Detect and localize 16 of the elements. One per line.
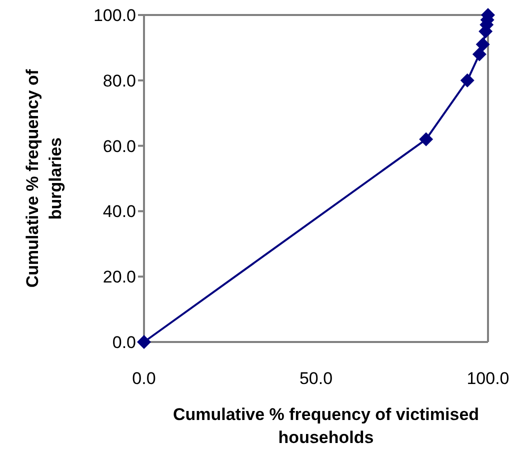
point (472, 47, 486, 62)
point (419, 132, 434, 146)
y-tick-label: 60.0 (102, 136, 136, 156)
y-axis-title: Cumulative % frequency of burglaries (23, 69, 65, 288)
y-tick-label: 0.0 (112, 333, 136, 352)
x-tick-label: 50.0 (299, 369, 333, 388)
y-tick-label: 80.0 (102, 71, 136, 90)
y-tick-label: 20.0 (102, 268, 136, 287)
y-tick-label: 100.0 (93, 6, 136, 26)
point (137, 335, 151, 349)
point (460, 73, 474, 88)
y-tick-label: 40.0 (102, 202, 136, 222)
point (476, 37, 490, 52)
x-tick-label: 100.0 (466, 369, 510, 388)
x-axis-title: Cumulative % frequency of victimised households (172, 405, 480, 447)
x-tick-label: 0.0 (132, 369, 156, 388)
